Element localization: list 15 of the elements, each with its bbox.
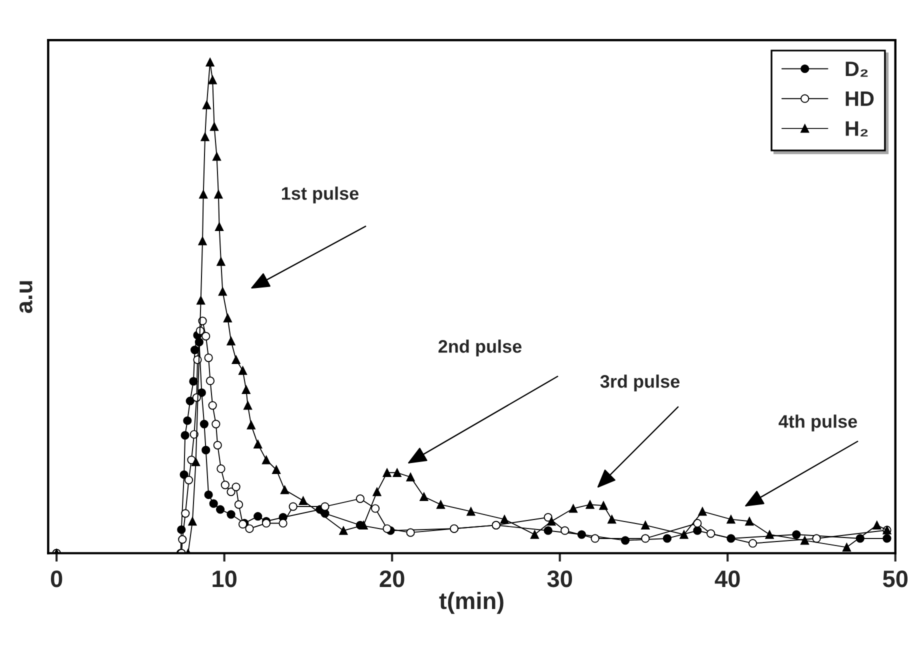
x-tick-label: 30 [547, 570, 572, 588]
x-axis-title: t(min) [439, 592, 504, 614]
legend-label: H₂ [846, 121, 868, 136]
x-tick-label: 50 [882, 570, 908, 588]
annotation: 3rd pulse [600, 374, 680, 392]
annotation: 4th pulse [778, 414, 858, 432]
legend-label: D₂ [846, 62, 868, 77]
legend-label: HD [846, 92, 874, 106]
x-tick-label: 40 [714, 570, 740, 588]
x-tick-label: 20 [380, 570, 404, 588]
y-axis-title: a.u [19, 281, 32, 314]
annotation: 1st pulse [282, 186, 359, 204]
x-tick-label: 10 [212, 570, 236, 588]
annotation: 2nd pulse [438, 340, 522, 356]
x-tick-label: 0 [50, 570, 62, 588]
